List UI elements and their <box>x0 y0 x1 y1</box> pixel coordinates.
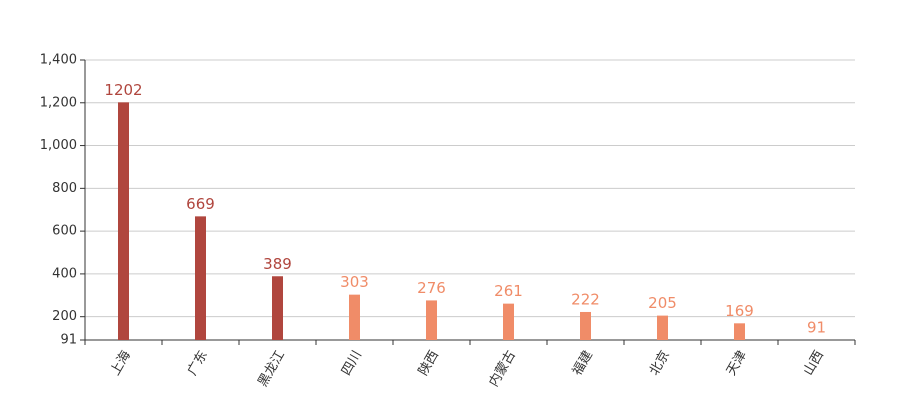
x-tick-label: 四川 <box>339 348 365 378</box>
value-label: 303 <box>340 273 369 291</box>
x-tick-label: 黑龙江 <box>255 348 287 389</box>
bar <box>426 300 437 340</box>
bar <box>195 216 206 340</box>
value-label: 91 <box>807 319 826 337</box>
x-tick-label: 内蒙古 <box>486 348 519 390</box>
bar <box>580 311 591 340</box>
bar <box>657 315 668 340</box>
bar <box>349 294 360 340</box>
x-tick-label: 天津 <box>724 348 750 378</box>
x-tick-label: 山西 <box>801 348 827 378</box>
x-tick-label: 北京 <box>647 348 673 378</box>
y-tick-label: 400 <box>52 266 77 281</box>
value-label: 169 <box>725 302 754 320</box>
y-tick-label: 800 <box>52 181 77 196</box>
x-tick-label: 陕西 <box>416 348 442 378</box>
y-tick-label: 1,000 <box>40 138 77 153</box>
y-tick-label: 91 <box>60 333 77 348</box>
y-tick-label: 200 <box>52 309 77 324</box>
value-label: 261 <box>494 282 523 300</box>
value-label: 205 <box>648 294 677 312</box>
y-tick-label: 1,200 <box>40 95 77 110</box>
x-tick-label: 上海 <box>108 348 134 378</box>
bar <box>118 102 129 341</box>
bar <box>272 276 283 340</box>
value-label: 389 <box>263 255 292 273</box>
value-label: 276 <box>417 279 446 297</box>
bar <box>734 323 745 340</box>
x-tick-label: 广东 <box>185 348 211 378</box>
value-label: 669 <box>186 195 215 213</box>
value-label: 1202 <box>104 81 142 99</box>
x-tick-label: 福建 <box>570 348 596 378</box>
y-tick-label: 600 <box>52 224 77 239</box>
y-tick-label: 1,400 <box>40 53 77 68</box>
value-label: 222 <box>571 290 600 308</box>
bar <box>503 303 514 340</box>
